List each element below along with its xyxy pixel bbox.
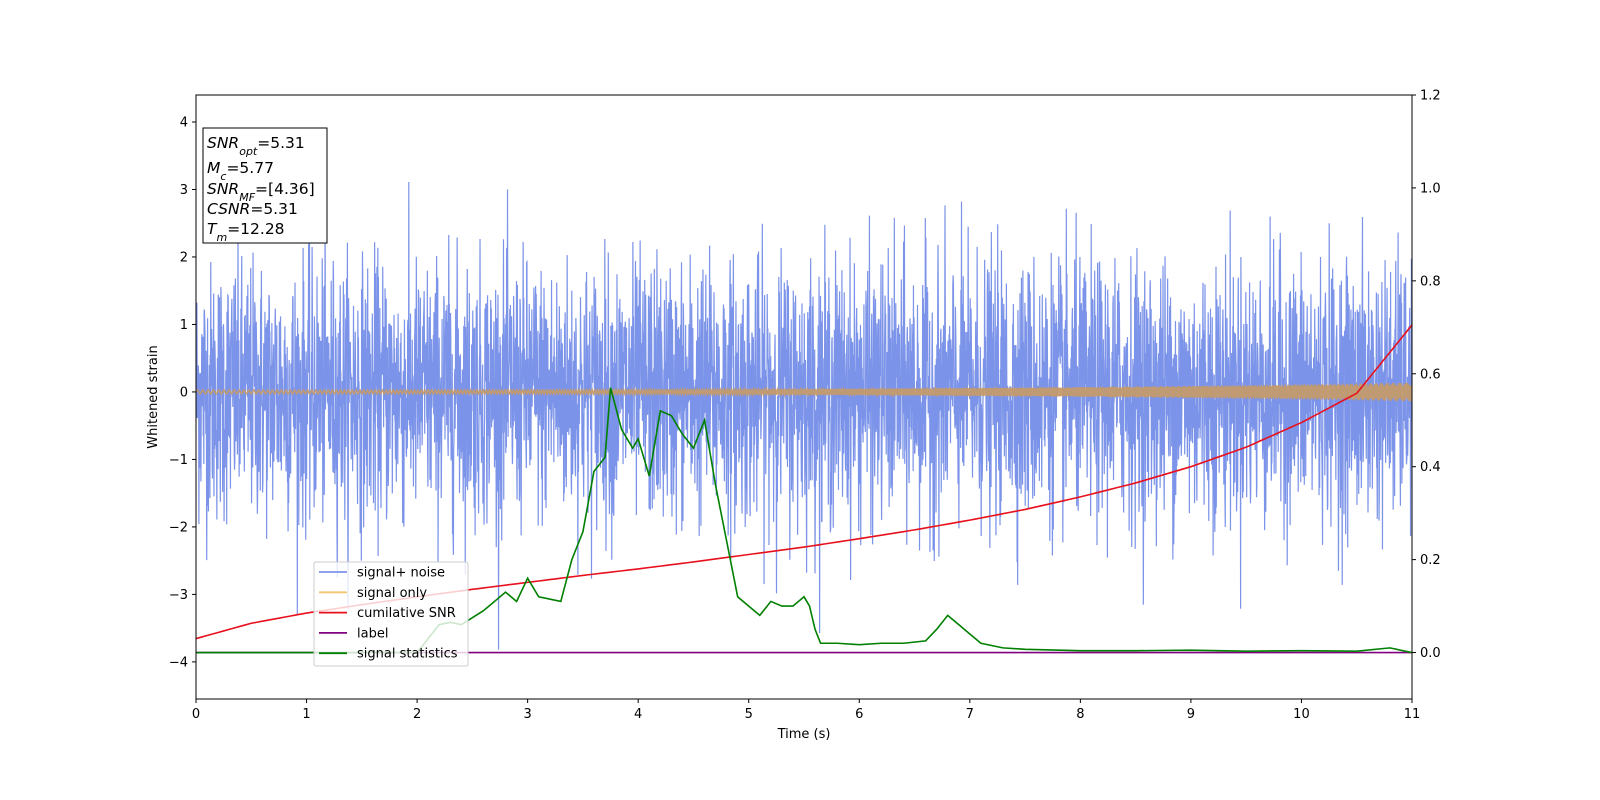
info-box-frame xyxy=(202,127,328,244)
y-tick-label: 3 xyxy=(180,183,188,198)
legend-label: cumilative SNR xyxy=(357,606,456,621)
y-tick-label: −2 xyxy=(169,520,188,535)
y-axis-title: Whitened strain xyxy=(146,345,161,448)
legend-label: signal+ noise xyxy=(357,566,445,581)
y-tick-label: −4 xyxy=(169,655,188,670)
y-tick-label: 2 xyxy=(180,250,188,265)
x-tick-label: 5 xyxy=(745,707,753,722)
legend-label: signal statistics xyxy=(357,647,458,662)
x-tick-label: 9 xyxy=(1187,707,1195,722)
x-tick-label: 0 xyxy=(192,707,200,722)
info-line: CSNR=5.31 xyxy=(207,200,298,218)
y2-tick-label: 0.2 xyxy=(1420,553,1441,568)
y-tick-label: 4 xyxy=(180,115,188,130)
info-line: Mc=5.77 xyxy=(207,159,274,183)
y-tick-label: −3 xyxy=(169,588,188,603)
y2-tick-label: 1.2 xyxy=(1420,89,1441,104)
y2-tick-label: 0.8 xyxy=(1420,274,1441,289)
series-signal-statistics-line xyxy=(196,387,1412,654)
plot-frame xyxy=(195,94,1413,700)
legend-entries: signal+ noise signal only cumilative SNR la… xyxy=(319,566,458,662)
x-tick-label: 1 xyxy=(302,707,310,722)
info-line: SNRMF=[4.36] xyxy=(207,180,315,204)
y2-tick-label: 0.4 xyxy=(1420,460,1441,475)
legend-label: label xyxy=(357,626,388,641)
x-tick-label: 8 xyxy=(1076,707,1084,722)
x-tick-label: 3 xyxy=(523,707,531,722)
x-tick-label: 2 xyxy=(413,707,421,722)
y2-tick-label: 0.6 xyxy=(1420,367,1441,382)
y2-tick-label: 1.0 xyxy=(1420,181,1441,196)
x-tick-label: 6 xyxy=(855,707,863,722)
legend: signal+ noise signal only cumilative SNR la… xyxy=(313,561,469,667)
series-signal-only-line xyxy=(196,382,1412,402)
legend-label: signal only xyxy=(357,586,427,601)
info-line: Tm=12.28 xyxy=(207,220,285,244)
legend-frame xyxy=(313,561,469,667)
x-tick-label: 4 xyxy=(634,707,642,722)
y2-tick-label: 0.0 xyxy=(1420,646,1441,661)
x-tick-label: 7 xyxy=(966,707,974,722)
x-tick-label: 11 xyxy=(1404,707,1421,722)
y-tick-label: −1 xyxy=(169,453,188,468)
axes-layer: 0 1 2 3 4 5 6 7 8 9 10 11 −4 −3 −2 −1 0 1 2 3 4 0.0 0.2 0.4 0.6 0… xyxy=(169,89,1441,723)
x-tick-label: 10 xyxy=(1293,707,1310,722)
x-axis-title: Time (s) xyxy=(777,727,831,742)
y-tick-label: 1 xyxy=(180,318,188,333)
info-line: SNRopt=5.31 xyxy=(207,134,305,158)
y-tick-label: 0 xyxy=(180,385,188,400)
